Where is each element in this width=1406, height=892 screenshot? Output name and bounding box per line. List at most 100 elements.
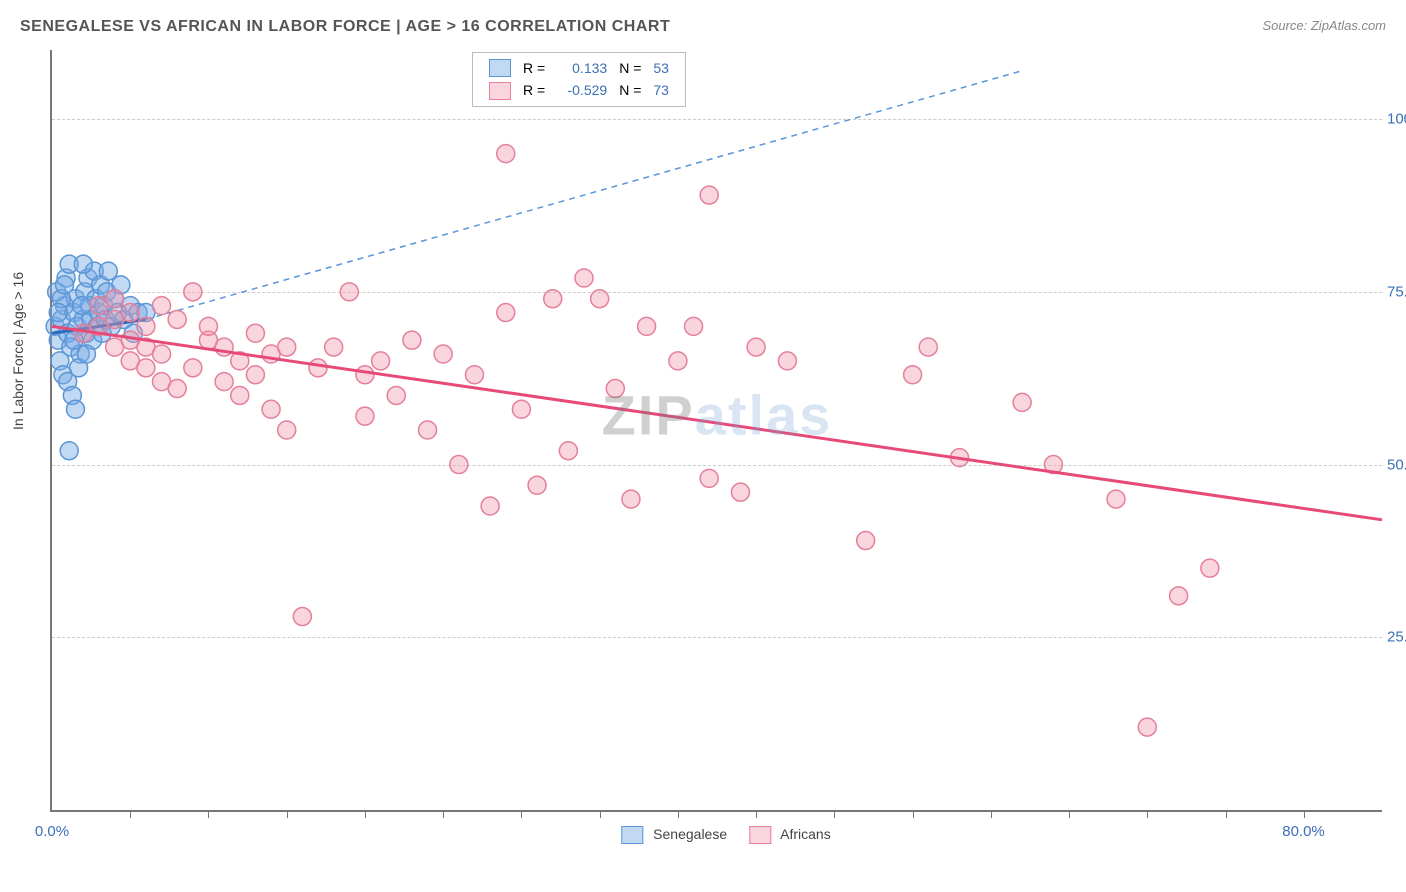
r-prefix: R = — [517, 57, 551, 79]
scatter-point-africans — [231, 386, 249, 404]
trendline-africans — [52, 326, 1382, 519]
x-tick — [365, 810, 366, 818]
scatter-point-africans — [168, 380, 186, 398]
scatter-point-africans — [1138, 718, 1156, 736]
scatter-point-africans — [309, 359, 327, 377]
scatter-point-africans — [731, 483, 749, 501]
scatter-point-senegalese — [56, 276, 74, 294]
legend-label-senegalese: Senegalese — [653, 826, 727, 842]
scatter-point-senegalese — [77, 345, 95, 363]
r-value-senegalese: 0.133 — [551, 57, 613, 79]
x-tick — [287, 810, 288, 818]
scatter-point-africans — [544, 290, 562, 308]
scatter-point-africans — [1170, 587, 1188, 605]
x-min-label: 0.0% — [35, 823, 69, 840]
x-tick — [208, 810, 209, 818]
scatter-point-africans — [1013, 393, 1031, 411]
scatter-point-africans — [137, 317, 155, 335]
x-tick — [834, 810, 835, 818]
scatter-point-africans — [638, 317, 656, 335]
x-tick — [1147, 810, 1148, 818]
scatter-point-africans — [121, 331, 139, 349]
scatter-point-africans — [246, 324, 264, 342]
scatter-point-africans — [669, 352, 687, 370]
x-tick — [756, 810, 757, 818]
r-prefix: R = — [517, 79, 551, 101]
scatter-point-africans — [904, 366, 922, 384]
source-attribution: Source: ZipAtlas.com — [1262, 18, 1386, 33]
scatter-point-africans — [278, 338, 296, 356]
scatter-point-africans — [528, 476, 546, 494]
scatter-point-africans — [278, 421, 296, 439]
x-tick — [443, 810, 444, 818]
scatter-point-africans — [372, 352, 390, 370]
scatter-point-africans — [622, 490, 640, 508]
y-tick-label: 25.0% — [1387, 629, 1406, 646]
scatter-point-africans — [434, 345, 452, 363]
scatter-point-africans — [497, 145, 515, 163]
scatter-point-africans — [246, 366, 264, 384]
y-axis-label: In Labor Force | Age > 16 — [10, 272, 26, 430]
scatter-point-africans — [121, 304, 139, 322]
scatter-point-africans — [465, 366, 483, 384]
scatter-point-senegalese — [73, 297, 91, 315]
scatter-point-africans — [919, 338, 937, 356]
scatter-point-africans — [153, 297, 171, 315]
scatter-point-africans — [747, 338, 765, 356]
scatter-point-africans — [778, 352, 796, 370]
x-tick — [991, 810, 992, 818]
scatter-point-africans — [606, 380, 624, 398]
plot-area: 25.0%50.0%75.0%100.0% ZIPatlas R = 0.133… — [50, 50, 1382, 812]
scatter-point-africans — [199, 317, 217, 335]
scatter-point-africans — [419, 421, 437, 439]
scatter-point-africans — [700, 186, 718, 204]
n-value-senegalese: 53 — [647, 57, 675, 79]
scatter-point-africans — [325, 338, 343, 356]
chart-title: SENEGALESE VS AFRICAN IN LABOR FORCE | A… — [20, 18, 670, 35]
swatch-senegalese — [489, 59, 511, 77]
n-value-africans: 73 — [647, 79, 675, 101]
n-prefix: N = — [613, 79, 647, 101]
scatter-point-africans — [575, 269, 593, 287]
x-tick — [1304, 810, 1305, 818]
y-tick-label: 50.0% — [1387, 456, 1406, 473]
legend-row-africans: R = -0.529 N = 73 — [483, 79, 675, 101]
plot-svg — [52, 50, 1382, 810]
scatter-point-africans — [262, 400, 280, 418]
legend-swatch-africans — [749, 826, 771, 844]
scatter-point-africans — [184, 359, 202, 377]
x-tick — [130, 810, 131, 818]
scatter-point-africans — [512, 400, 530, 418]
scatter-point-africans — [1201, 559, 1219, 577]
scatter-point-africans — [591, 290, 609, 308]
scatter-point-africans — [168, 310, 186, 328]
x-tick — [1069, 810, 1070, 818]
scatter-point-senegalese — [49, 304, 67, 322]
correlation-legend: R = 0.133 N = 53 R = -0.529 N = 73 — [472, 52, 686, 107]
x-tick — [678, 810, 679, 818]
n-prefix: N = — [613, 57, 647, 79]
scatter-point-africans — [481, 497, 499, 515]
x-max-label: 80.0% — [1282, 823, 1325, 840]
scatter-point-senegalese — [74, 255, 92, 273]
scatter-point-africans — [857, 532, 875, 550]
chart-container: SENEGALESE VS AFRICAN IN LABOR FORCE | A… — [0, 0, 1406, 892]
series-legend: Senegalese Africans — [603, 826, 830, 844]
scatter-point-africans — [184, 283, 202, 301]
title-bar: SENEGALESE VS AFRICAN IN LABOR FORCE | A… — [20, 18, 1386, 42]
scatter-point-africans — [215, 373, 233, 391]
legend-label-africans: Africans — [780, 826, 831, 842]
scatter-point-africans — [153, 345, 171, 363]
legend-swatch-senegalese — [621, 826, 643, 844]
scatter-point-africans — [450, 456, 468, 474]
y-tick-label: 100.0% — [1387, 111, 1406, 128]
scatter-point-senegalese — [66, 400, 84, 418]
scatter-point-africans — [340, 283, 358, 301]
scatter-point-senegalese — [99, 262, 117, 280]
r-value-africans: -0.529 — [551, 79, 613, 101]
x-tick — [1226, 810, 1227, 818]
scatter-point-africans — [403, 331, 421, 349]
scatter-point-africans — [685, 317, 703, 335]
scatter-point-africans — [137, 359, 155, 377]
x-tick — [913, 810, 914, 818]
